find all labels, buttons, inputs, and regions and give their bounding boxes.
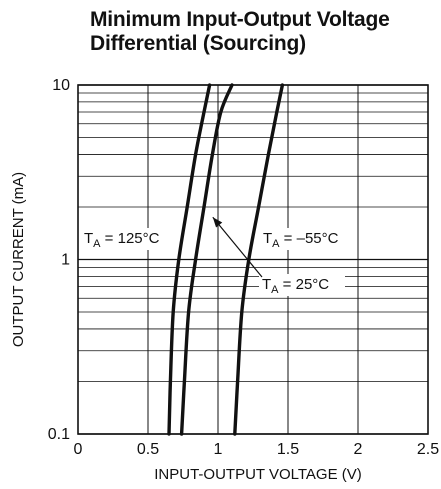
series-label-125c: TA = 125°C bbox=[82, 228, 174, 250]
leader-line bbox=[212, 216, 263, 278]
chart-title-line-1: Minimum Input-Output Voltage bbox=[90, 8, 390, 31]
plot-frame bbox=[77, 84, 429, 435]
series-line-1 bbox=[179, 83, 234, 436]
y-tick-label: 1 bbox=[61, 252, 70, 269]
x-tick-label: 0.5 bbox=[137, 441, 159, 458]
label-background bbox=[260, 228, 352, 250]
y-tick-label: 10 bbox=[52, 77, 70, 94]
series-label-25c: TA = 25°C bbox=[259, 274, 345, 296]
series-label-text: TA = 125°C bbox=[84, 230, 160, 250]
series-label-text: TA = 25°C bbox=[262, 276, 329, 296]
y-axis-label: OUTPUT CURRENT (mA) bbox=[10, 172, 27, 347]
label-background bbox=[259, 274, 345, 296]
series-label-minus55c: TA = –55°C bbox=[260, 228, 352, 250]
x-axis-label: INPUT-OUTPUT VOLTAGE (V) bbox=[154, 466, 362, 483]
x-tick-label: 1.5 bbox=[277, 441, 299, 458]
chart-title-line-2: Differential (Sourcing) bbox=[90, 32, 306, 55]
x-tick-label: 2.5 bbox=[417, 441, 439, 458]
series-line-2 bbox=[233, 83, 285, 436]
label-background bbox=[82, 228, 174, 250]
series-line-0 bbox=[167, 83, 212, 436]
series-label-text: TA = –55°C bbox=[263, 230, 339, 250]
x-tick-label: 0 bbox=[74, 441, 83, 458]
x-tick-label: 2 bbox=[354, 441, 363, 458]
y-tick-label: 0.1 bbox=[48, 426, 70, 443]
leader-arrowhead bbox=[212, 217, 223, 228]
x-tick-label: 1 bbox=[214, 441, 223, 458]
